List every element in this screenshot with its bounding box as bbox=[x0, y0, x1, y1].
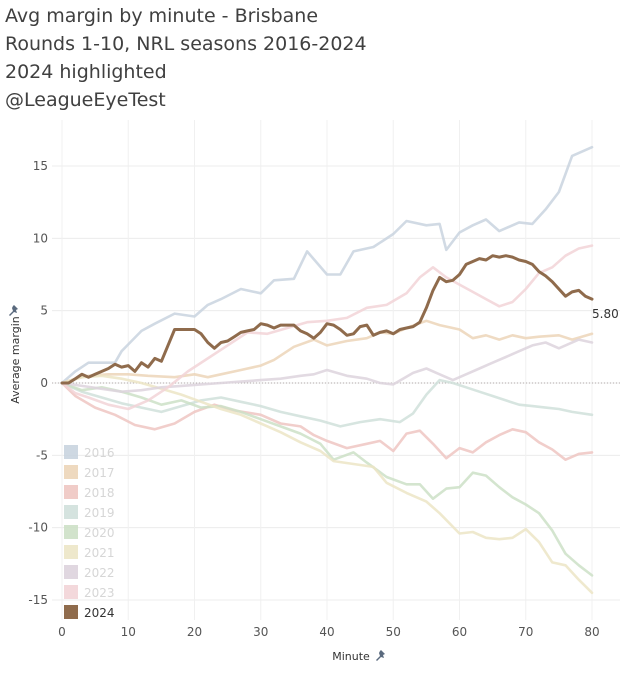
series-line-2017[interactable] bbox=[60, 319, 594, 385]
legend-label: 2021 bbox=[84, 546, 115, 560]
legend-swatch bbox=[64, 565, 78, 579]
x-tick-label: 0 bbox=[58, 625, 66, 639]
x-tick-label: 30 bbox=[253, 625, 268, 639]
x-tick-label: 40 bbox=[319, 625, 334, 639]
y-axis-pin-icon[interactable] bbox=[9, 305, 18, 316]
legend-item-2019[interactable]: 2019 bbox=[64, 505, 115, 520]
legend[interactable]: 2016 2017 2018 2019 2020 2021 2022 2023 2024 bbox=[64, 445, 115, 620]
y-tick-label: 10 bbox=[33, 231, 48, 245]
legend-label: 2022 bbox=[84, 566, 115, 580]
legend-swatch bbox=[64, 525, 78, 539]
y-tick-label: 5 bbox=[40, 304, 48, 318]
legend-item-2021[interactable]: 2021 bbox=[64, 545, 115, 560]
x-tick-label: 60 bbox=[452, 625, 467, 639]
series-line-2020[interactable] bbox=[60, 381, 594, 577]
x-tick-label: 80 bbox=[584, 625, 599, 639]
legend-swatch bbox=[64, 605, 78, 619]
legend-item-2017[interactable]: 2017 bbox=[64, 465, 115, 480]
series-line-2024[interactable] bbox=[60, 254, 594, 385]
chart-title: Avg margin by minute - Brisbane bbox=[5, 5, 319, 27]
legend-swatch bbox=[64, 465, 78, 479]
legend-label: 2024 bbox=[84, 606, 115, 620]
legend-item-2020[interactable]: 2020 bbox=[64, 525, 115, 540]
legend-label: 2019 bbox=[84, 506, 115, 520]
y-axis-title: Average margin bbox=[9, 316, 22, 403]
x-tick-label: 70 bbox=[518, 625, 533, 639]
legend-item-2024[interactable]: 2024 bbox=[64, 605, 115, 620]
y-tick-label: -5 bbox=[36, 448, 48, 462]
series-line-2019[interactable] bbox=[60, 378, 594, 428]
chart-subtitle-rounds: Rounds 1-10, NRL seasons 2016-2024 bbox=[5, 33, 367, 55]
legend-swatch bbox=[64, 545, 78, 559]
chart-subtitle-highlight: 2024 highlighted bbox=[5, 61, 167, 83]
x-axis-title: Minute bbox=[332, 650, 370, 663]
legend-item-2016[interactable]: 2016 bbox=[64, 445, 115, 460]
chart-credit: @LeagueEyeTest bbox=[5, 89, 166, 111]
legend-swatch bbox=[64, 485, 78, 499]
y-tick-label: -15 bbox=[28, 593, 48, 607]
legend-item-2018[interactable]: 2018 bbox=[64, 485, 115, 500]
x-axis-title-group: Minute bbox=[332, 650, 385, 663]
title-block: Avg margin by minute - Brisbane Rounds 1… bbox=[5, 2, 367, 114]
x-tick-label: 10 bbox=[121, 625, 136, 639]
legend-item-2023[interactable]: 2023 bbox=[64, 585, 115, 600]
y-axis-title-group: Average margin bbox=[9, 305, 22, 404]
y-tick-label: -10 bbox=[28, 521, 48, 535]
series-line-2018[interactable] bbox=[60, 381, 594, 462]
x-tick-label: 20 bbox=[187, 625, 202, 639]
series-lines bbox=[60, 145, 594, 595]
y-tick-label: 0 bbox=[40, 376, 48, 390]
y-tick-label: 15 bbox=[33, 159, 48, 173]
legend-label: 2017 bbox=[84, 466, 115, 480]
gridlines bbox=[52, 120, 620, 620]
series-line-2023[interactable] bbox=[60, 244, 594, 411]
x-axis-ticks: 0 10 20 30 40 50 60 70 80 bbox=[58, 625, 599, 639]
legend-label: 2023 bbox=[84, 586, 115, 600]
legend-label: 2020 bbox=[84, 526, 115, 540]
series-line-2016[interactable] bbox=[60, 145, 594, 385]
legend-label: 2018 bbox=[84, 486, 115, 500]
legend-swatch bbox=[64, 585, 78, 599]
x-tick-label: 50 bbox=[386, 625, 401, 639]
legend-swatch bbox=[64, 445, 78, 459]
legend-item-2022[interactable]: 2022 bbox=[64, 565, 115, 580]
x-axis-pin-icon[interactable] bbox=[376, 650, 385, 661]
y-axis-ticks: -15 -10 -5 0 5 10 15 bbox=[28, 159, 48, 607]
legend-label: 2016 bbox=[84, 446, 115, 460]
end-value-label: 5.80 bbox=[592, 307, 619, 321]
legend-swatch bbox=[64, 505, 78, 519]
